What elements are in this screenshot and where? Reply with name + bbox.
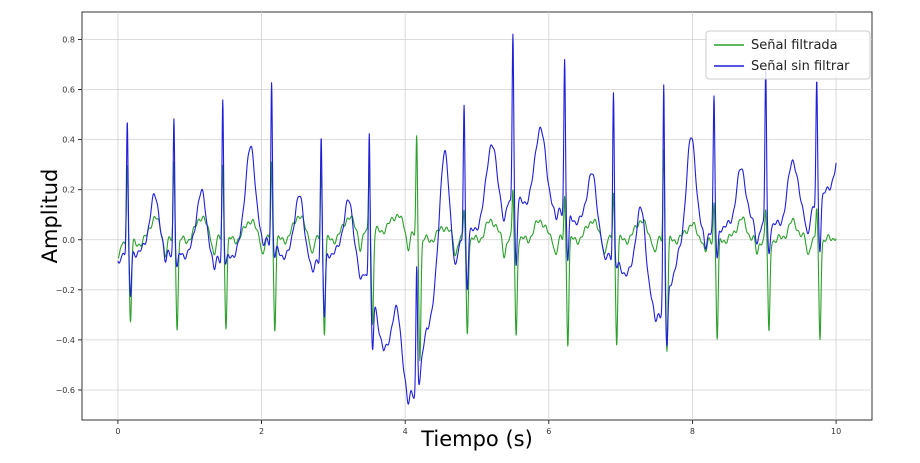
y-tick-label: −0.6 — [56, 386, 75, 395]
raw-signal-line — [117, 33, 837, 405]
x-axis-title: Tiempo (s) — [420, 427, 533, 451]
y-tick-label: 0.2 — [62, 186, 75, 195]
filtered-signal-line — [117, 135, 837, 362]
x-tick-label: 0 — [115, 427, 120, 436]
x-tick-label: 2 — [259, 427, 264, 436]
x-tick-label: 10 — [831, 427, 841, 436]
x-tick-label: 6 — [546, 427, 551, 436]
legend-label-sin-filtrar: Señal sin filtrar — [751, 59, 850, 74]
y-tick-label: 0.0 — [62, 236, 75, 245]
x-tick-label: 4 — [403, 427, 408, 436]
grid-lines — [82, 12, 872, 420]
legend: Señal filtrada Señal sin filtrar — [705, 30, 871, 80]
y-axis-title: Amplitud — [38, 169, 62, 264]
tick-labels: 0 2 4 6 8 10 −0.6 −0.4 −0.2 0.0 0.2 0.4 0.6 0.8 — [56, 36, 842, 436]
y-tick-label: 0.8 — [62, 36, 75, 45]
plot-area — [81, 11, 873, 421]
y-tick-label: −0.2 — [56, 286, 75, 295]
legend-label-filtrada: Señal filtrada — [751, 38, 838, 53]
y-tick-label: −0.4 — [56, 336, 75, 345]
y-tick-label: 0.6 — [62, 86, 75, 95]
y-tick-label: 0.4 — [62, 136, 75, 145]
series-layer — [117, 33, 837, 405]
legend-box — [705, 30, 871, 80]
x-tick-label: 8 — [690, 427, 695, 436]
